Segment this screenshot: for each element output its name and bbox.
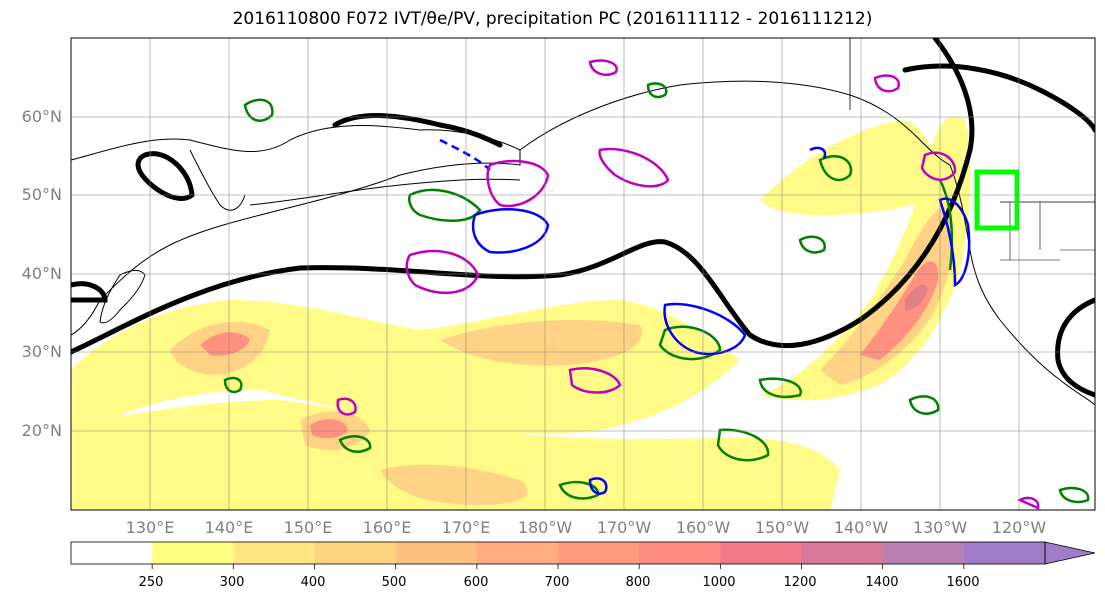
lon-label-130e: 130°E xyxy=(125,518,175,537)
border-states xyxy=(1000,202,1095,261)
ivt-band-south xyxy=(71,400,840,510)
colorbar-segment xyxy=(720,542,802,564)
colorbar-segment xyxy=(395,542,478,564)
colorbar-segment xyxy=(963,542,1046,564)
ivt-high-west xyxy=(200,332,250,356)
ivt-mid-center xyxy=(440,320,642,366)
lat-label-40: 40°N xyxy=(21,264,62,283)
colorbar-tick-400: 400 xyxy=(300,575,326,590)
colorbar-segment xyxy=(152,542,234,564)
colorbar-segment xyxy=(639,542,721,564)
lat-label-20: 20°N xyxy=(21,421,62,440)
colorbar-tick-1600: 1600 xyxy=(946,575,980,590)
jet-main xyxy=(71,38,975,355)
lon-label-170w: 170°W xyxy=(596,518,652,537)
colorbar-tick-300: 300 xyxy=(219,575,245,590)
ivt-ar-north xyxy=(760,120,934,215)
colorbar-tick-1400: 1400 xyxy=(865,575,899,590)
colorbar-frame xyxy=(70,541,1046,565)
coast-asia xyxy=(71,125,521,336)
colorbar-segment xyxy=(558,542,640,564)
jet-japan xyxy=(71,281,108,303)
colorbar-tick-500: 500 xyxy=(381,575,407,590)
lon-label-130w: 130°W xyxy=(912,518,968,537)
lon-label-120w: 120°W xyxy=(991,518,1047,537)
colorbar-segment xyxy=(71,542,153,564)
ivt-mid-south2 xyxy=(380,464,528,505)
target-region-box xyxy=(974,169,1020,231)
ivt-high-south xyxy=(310,418,348,439)
lon-label-150w: 150°W xyxy=(754,518,810,537)
lon-label-140w: 140°W xyxy=(833,518,889,537)
colorbar-segment xyxy=(314,542,397,564)
colorbar-tick-600: 600 xyxy=(463,575,489,590)
colorbar-segment xyxy=(801,542,884,564)
colorbar-tick-1000: 1000 xyxy=(702,575,736,590)
coast-kamchatka xyxy=(189,149,246,211)
coast-japan xyxy=(99,270,146,324)
lon-label-180w: 180°W xyxy=(517,518,573,537)
map-frame xyxy=(70,37,1096,511)
jet-se xyxy=(1055,297,1095,398)
graticule xyxy=(71,38,1095,510)
lat-label-30: 30°N xyxy=(21,342,62,361)
lon-label-150e: 150°E xyxy=(283,518,333,537)
colorbar-segment xyxy=(233,542,315,564)
pv-contours-blue xyxy=(439,138,971,495)
lon-label-140e: 140°E xyxy=(204,518,254,537)
coast-aleutians xyxy=(249,178,521,206)
lon-label-160e: 160°E xyxy=(362,518,412,537)
map-title: 2016110800 F072 IVT/θe/PV, precipitation… xyxy=(232,9,873,29)
colorbar-tick-700: 700 xyxy=(544,575,570,590)
lat-label-50: 50°N xyxy=(21,185,62,204)
colorbar-tick-800: 800 xyxy=(625,575,651,590)
pv-contours-green xyxy=(223,82,1090,504)
colorbar-extend-arrow xyxy=(1044,541,1096,565)
colorbar-segment xyxy=(882,542,965,564)
ivt-peak-ar xyxy=(905,284,928,311)
lat-label-60: 60°N xyxy=(21,107,62,126)
pv-contours-magenta xyxy=(336,59,1040,510)
lon-label-170e: 170°E xyxy=(441,518,491,537)
coast-alaska xyxy=(519,80,951,166)
colorbar xyxy=(71,542,1046,569)
colorbar-tick-250: 250 xyxy=(138,575,164,590)
lon-label-160w: 160°W xyxy=(675,518,731,537)
jet-ne xyxy=(902,63,1095,133)
colorbar-tick-1200: 1200 xyxy=(783,575,817,590)
jet-loop-asia xyxy=(135,151,195,201)
colorbar-segment xyxy=(476,542,559,564)
